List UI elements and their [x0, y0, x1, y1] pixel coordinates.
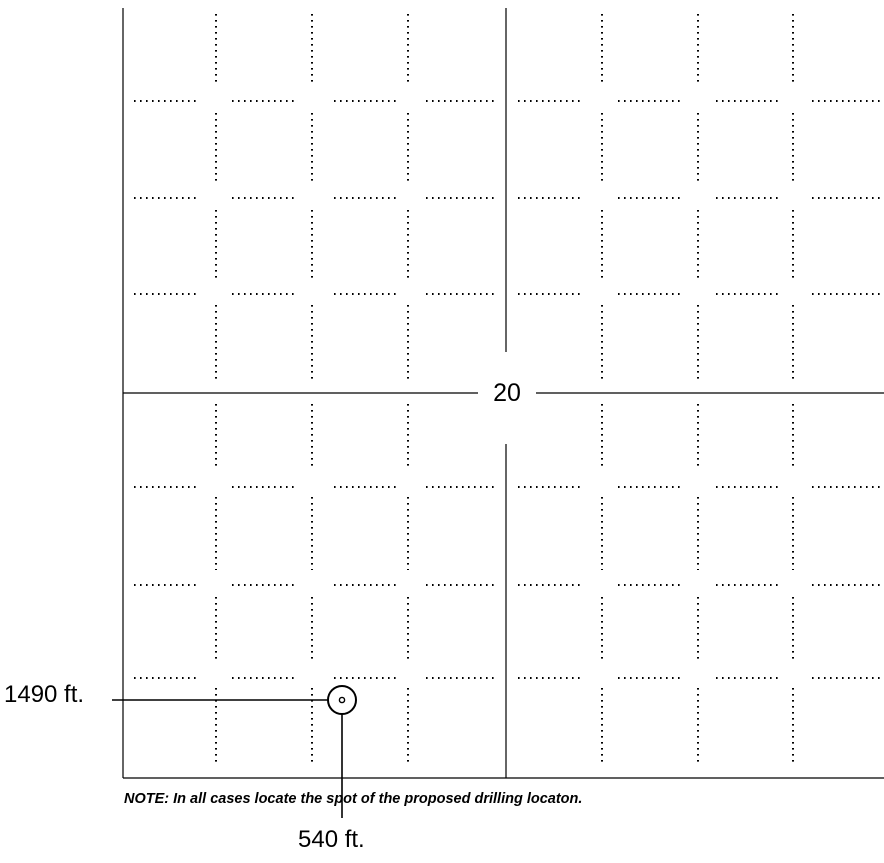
section-number-label: 20: [481, 377, 533, 409]
circle-with-dot-icon: [327, 685, 357, 715]
well-location: [112, 685, 357, 818]
west-offset-label: 1490 ft.: [4, 681, 85, 708]
quarter-section-lines: [123, 8, 884, 778]
drilling-location-note: NOTE: In all cases locate the spot of th…: [124, 791, 583, 807]
quarter-quarter-dotted-lines: [134, 14, 882, 765]
well-center-dot: [338, 696, 346, 704]
south-offset-label: 540 ft.: [298, 826, 365, 853]
